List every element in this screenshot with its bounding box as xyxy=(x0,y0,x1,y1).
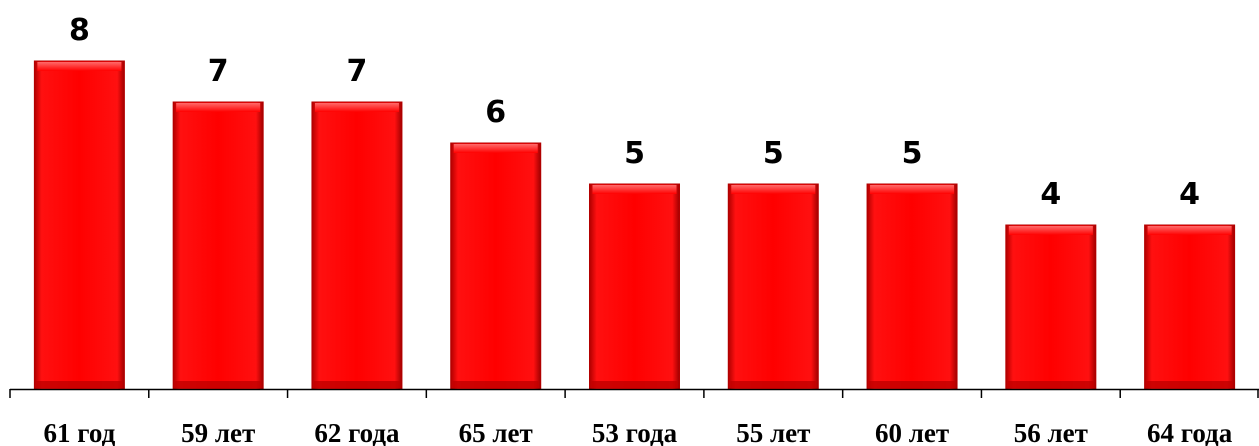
data-label: 6 xyxy=(485,95,506,130)
data-label: 7 xyxy=(208,54,229,89)
bar-highlight xyxy=(37,62,122,71)
bar-base-shade xyxy=(1007,381,1094,388)
bar xyxy=(1005,224,1097,390)
bar-highlight xyxy=(731,185,816,194)
bar-highlight xyxy=(176,103,261,112)
x-tick-label: 64 года xyxy=(1147,418,1233,446)
bar xyxy=(1144,224,1236,390)
data-label: 5 xyxy=(624,136,645,171)
bar-highlight xyxy=(1147,226,1232,235)
value-labels-group: 8 7 7 6 5 5 5 4 4 xyxy=(69,13,1200,212)
bar xyxy=(172,101,264,390)
x-tick-label: 61 год xyxy=(44,418,116,446)
bar-highlight xyxy=(314,103,399,112)
bar-base-shade xyxy=(313,381,400,388)
bar-base-shade xyxy=(36,381,123,388)
bar-body xyxy=(589,183,680,390)
bar-base-shade xyxy=(591,381,678,388)
x-tick-label: 65 лет xyxy=(459,418,533,446)
bar xyxy=(589,183,680,390)
data-label: 5 xyxy=(902,136,923,171)
x-tick-label: 60 лет xyxy=(875,418,949,446)
data-label: 4 xyxy=(1040,177,1061,212)
data-label: 5 xyxy=(763,136,784,171)
bar-body xyxy=(866,183,958,390)
bar xyxy=(727,183,819,390)
x-tick-label: 62 года xyxy=(314,418,400,446)
bar-body xyxy=(1005,224,1097,390)
x-axis: 61 год 59 лет 62 года 65 лет 53 года 55 лет 60… xyxy=(9,388,1259,446)
x-tick-label: 56 лет xyxy=(1014,418,1088,446)
bar-highlight xyxy=(1008,226,1093,235)
bar-body xyxy=(450,142,542,390)
data-label: 4 xyxy=(1179,177,1200,212)
bar-base-shade xyxy=(175,381,262,388)
bar-base-shade xyxy=(730,381,817,388)
bar-body xyxy=(727,183,819,390)
bar-base-shade xyxy=(1146,381,1233,388)
data-label: 8 xyxy=(69,13,90,48)
bar-body xyxy=(1144,224,1236,390)
bar-highlight xyxy=(453,144,538,153)
bar xyxy=(866,183,958,390)
bar-base-shade xyxy=(452,381,539,388)
x-tick-label: 55 лет xyxy=(736,418,810,446)
bar-body xyxy=(172,101,264,390)
x-tick-label: 59 лет xyxy=(181,418,255,446)
bar-base-shade xyxy=(869,381,956,388)
bar-body xyxy=(33,60,125,390)
bar xyxy=(311,101,403,390)
bar-highlight xyxy=(870,185,955,194)
bars-group xyxy=(33,60,1236,390)
data-label: 7 xyxy=(347,54,368,89)
bar-body xyxy=(311,101,403,390)
bar xyxy=(450,142,542,390)
bar-highlight xyxy=(592,185,677,194)
bar xyxy=(33,60,125,390)
x-tick-label: 53 года xyxy=(592,418,678,446)
